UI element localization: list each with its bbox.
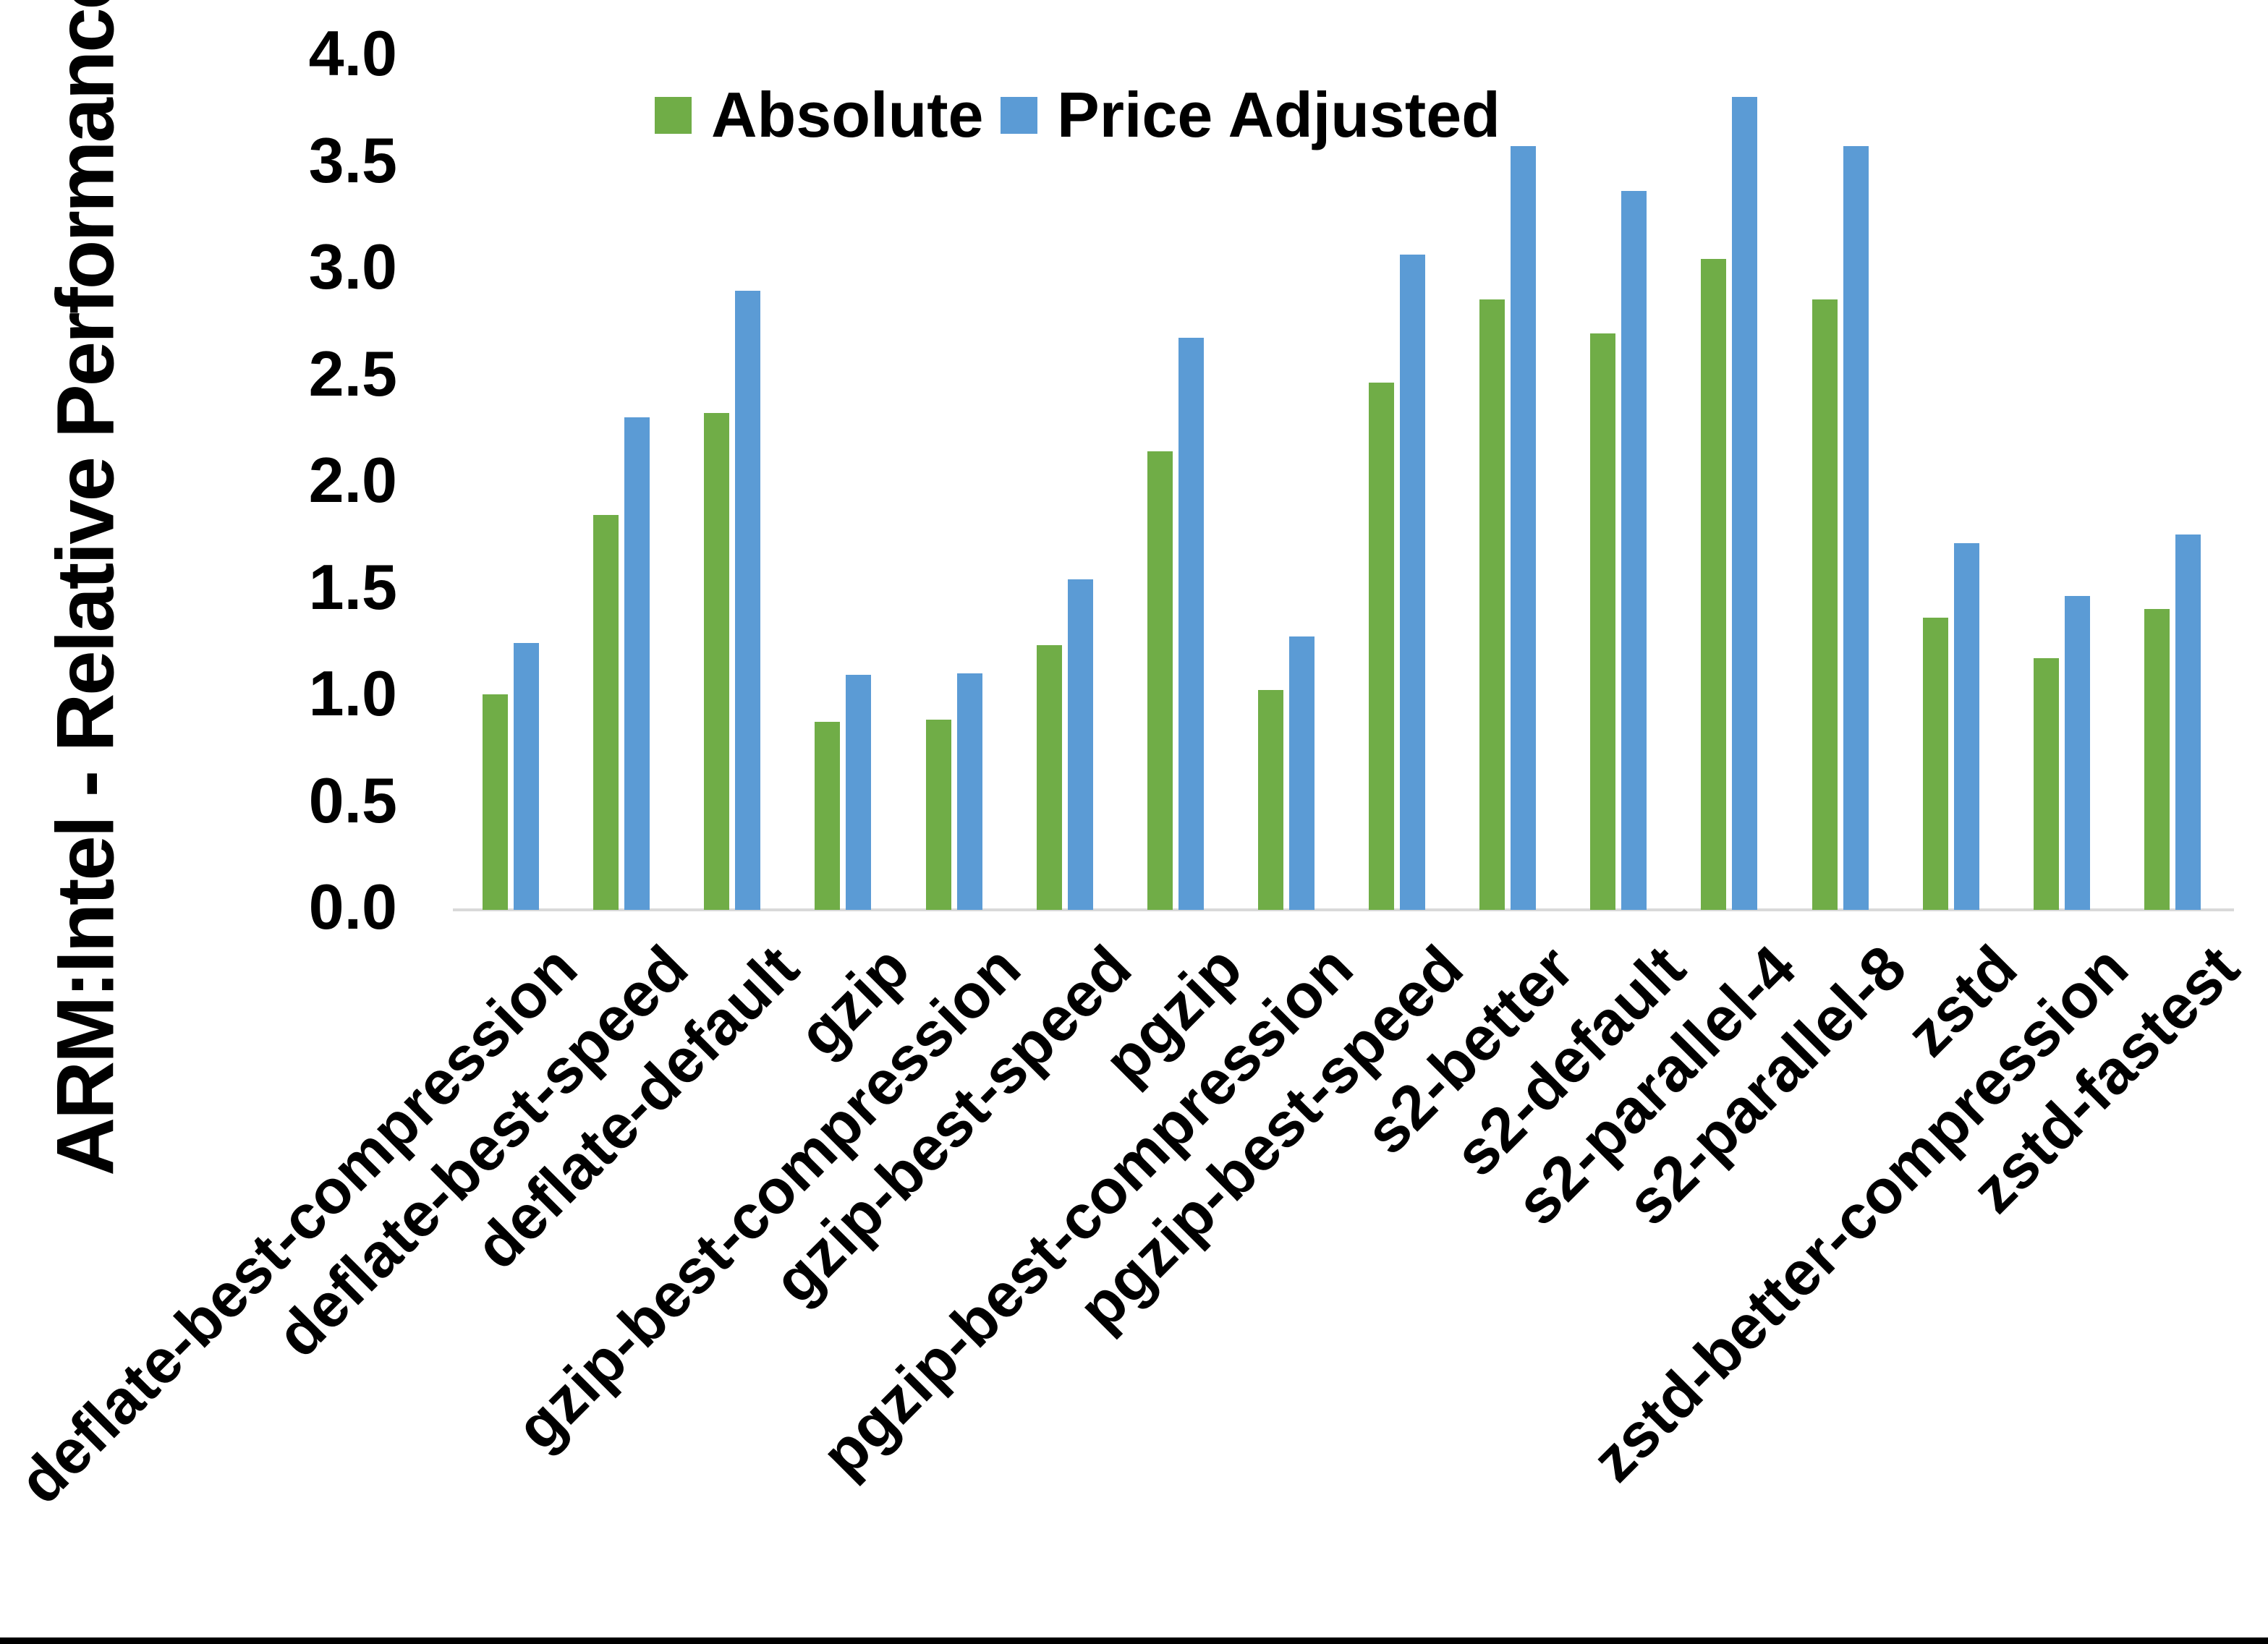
bar-price-adjusted-deflate-default xyxy=(735,291,760,910)
legend-swatch-price-adjusted xyxy=(1001,96,1037,134)
y-tick-0.5: 0.5 xyxy=(308,764,397,836)
y-tick-3.5: 3.5 xyxy=(308,124,397,196)
y-tick-2.5: 2.5 xyxy=(308,337,397,409)
bar-price-adjusted-pgzip-best-compression xyxy=(1289,636,1314,910)
bar-absolute-zstd xyxy=(1923,618,1948,910)
bar-absolute-zstd-better-compression xyxy=(2034,658,2059,910)
legend-label-price-adjusted: Price Adjusted xyxy=(1057,79,1500,150)
bar-absolute-zstd-fastest xyxy=(2144,609,2170,910)
bar-price-adjusted-gzip xyxy=(846,675,871,910)
y-tick-1.0: 1.0 xyxy=(308,657,397,729)
bar-price-adjusted-s2-parallel-8 xyxy=(1843,146,1869,910)
y-tick-2.0: 2.0 xyxy=(308,444,397,516)
bar-absolute-pgzip-best-speed xyxy=(1369,383,1394,910)
x-axis-line xyxy=(453,908,2234,911)
bar-price-adjusted-gzip-best-speed xyxy=(1068,579,1093,910)
bar-absolute-pgzip-best-compression xyxy=(1258,690,1283,910)
bar-price-adjusted-zstd-better-compression xyxy=(2065,596,2090,910)
bar-absolute-deflate-default xyxy=(704,413,729,910)
y-tick-3.0: 3.0 xyxy=(308,231,397,302)
bar-price-adjusted-s2-better xyxy=(1511,146,1536,910)
bar-price-adjusted-deflate-best-compression xyxy=(514,643,539,910)
y-axis-title: ARM:Intel - Relative Performance xyxy=(40,0,131,1176)
bar-absolute-deflate-best-speed xyxy=(593,515,619,910)
bar-price-adjusted-s2-parallel-4 xyxy=(1732,97,1757,910)
bar-price-adjusted-pgzip-best-speed xyxy=(1400,255,1425,910)
bar-price-adjusted-gzip-best-compression xyxy=(957,673,982,910)
bar-price-adjusted-pgzip xyxy=(1178,338,1204,910)
bottom-border xyxy=(0,1637,2268,1644)
legend-item-price-adjusted: Price Adjusted xyxy=(1001,79,1500,150)
bar-absolute-s2-default xyxy=(1590,333,1615,910)
bar-price-adjusted-s2-default xyxy=(1621,191,1647,910)
bar-price-adjusted-zstd-fastest xyxy=(2175,534,2201,910)
bar-absolute-gzip xyxy=(815,722,840,910)
bar-price-adjusted-zstd xyxy=(1954,543,1979,910)
y-tick-4.0: 4.0 xyxy=(308,17,397,89)
legend-item-absolute: Absolute xyxy=(655,79,984,150)
bar-absolute-gzip-best-compression xyxy=(926,720,951,910)
bar-absolute-gzip-best-speed xyxy=(1037,645,1062,910)
bar-absolute-s2-better xyxy=(1479,299,1505,910)
legend-label-absolute: Absolute xyxy=(711,79,984,150)
bar-absolute-pgzip xyxy=(1147,451,1173,910)
bar-price-adjusted-deflate-best-speed xyxy=(624,417,650,910)
bar-absolute-deflate-best-compression xyxy=(483,694,508,910)
bar-absolute-s2-parallel-8 xyxy=(1812,299,1838,910)
y-tick-0.0: 0.0 xyxy=(308,871,397,942)
legend-swatch-absolute xyxy=(655,96,692,134)
bar-absolute-s2-parallel-4 xyxy=(1701,259,1726,910)
y-tick-1.5: 1.5 xyxy=(308,550,397,623)
